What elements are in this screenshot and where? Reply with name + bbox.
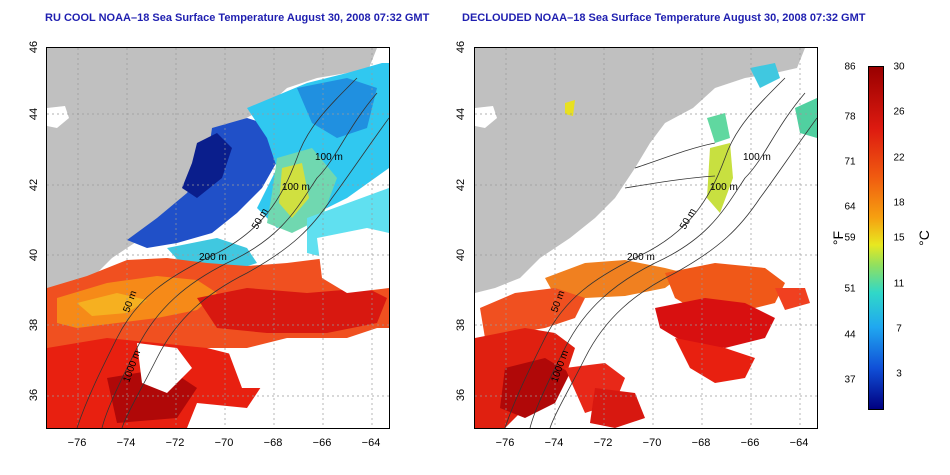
left-sst-image: 100 m 100 m 50 m 200 m 50 m 1000 m [47, 48, 389, 428]
right-sst-image: 100 m 100 m 50 m 200 m 50 m 1000 m [475, 48, 817, 428]
y-tick-label: 40 [455, 248, 467, 262]
contour-label: 200 m [199, 252, 227, 263]
colorbar-f-tick: 51 [844, 283, 856, 295]
contour-label: 100 m [710, 182, 738, 193]
celsius-unit-label: °C [916, 230, 932, 246]
contour-label: 100 m [743, 152, 771, 163]
fahrenheit-unit-label: °F [830, 230, 846, 246]
y-tick-label: 42 [455, 178, 467, 192]
x-tick-label: −66 [740, 437, 760, 449]
right-map-title: DECLOUDED NOAA–18 Sea Surface Temperatur… [462, 12, 866, 24]
colorbar-c-tick: 15 [893, 232, 905, 244]
x-tick-label: −68 [263, 437, 283, 449]
colorbar-c-tick: 22 [893, 152, 905, 164]
y-tick-label: 44 [28, 107, 40, 121]
colorbar-f-tick: 64 [844, 201, 856, 213]
y-tick-label: 38 [455, 318, 467, 332]
colorbar-f-tick: 59 [844, 232, 856, 244]
x-tick-label: −72 [593, 437, 613, 449]
x-tick-label: −66 [312, 437, 332, 449]
contour-label: 100 m [282, 182, 310, 193]
colorbar-c-tick: 26 [893, 106, 905, 118]
x-tick-label: −76 [495, 437, 515, 449]
colorbar-f-tick: 44 [844, 329, 856, 341]
x-tick-label: −70 [214, 437, 234, 449]
colorbar-c-tick: 30 [893, 61, 905, 73]
colorbar-f-tick: 78 [844, 111, 856, 123]
colorbar-c-tick: 3 [896, 368, 902, 380]
right-sst-map: 100 m 100 m 50 m 200 m 50 m 1000 m [474, 47, 818, 429]
x-tick-label: −72 [165, 437, 185, 449]
colorbar-f-tick: 86 [844, 61, 856, 73]
x-tick-label: −74 [544, 437, 564, 449]
y-tick-label: 36 [28, 388, 40, 402]
colorbar-f-tick: 71 [844, 156, 856, 168]
y-tick-label: 36 [455, 388, 467, 402]
x-tick-label: −70 [642, 437, 662, 449]
colorbar-c-tick: 11 [893, 278, 905, 290]
x-tick-label: −68 [691, 437, 711, 449]
left-map-title: RU COOL NOAA–18 Sea Surface Temperature … [45, 12, 430, 24]
contour-label: 200 m [627, 252, 655, 263]
colorbar-f-tick: 37 [844, 374, 856, 386]
y-tick-label: 46 [28, 40, 40, 54]
y-tick-label: 38 [28, 318, 40, 332]
land-mass [475, 48, 805, 293]
y-tick-label: 42 [28, 178, 40, 192]
land-mass [47, 48, 377, 293]
colorbar-c-tick: 18 [893, 197, 905, 209]
y-tick-label: 40 [28, 248, 40, 262]
y-tick-label: 44 [455, 107, 467, 121]
x-tick-label: −76 [67, 437, 87, 449]
y-tick-label: 46 [455, 40, 467, 54]
colorbar-c-tick: 7 [896, 323, 902, 335]
x-tick-label: −64 [361, 437, 381, 449]
x-tick-label: −74 [116, 437, 136, 449]
temperature-colorbar [868, 66, 884, 410]
contour-label: 100 m [315, 152, 343, 163]
left-sst-map: 100 m 100 m 50 m 200 m 50 m 1000 m [46, 47, 390, 429]
x-tick-label: −64 [789, 437, 809, 449]
